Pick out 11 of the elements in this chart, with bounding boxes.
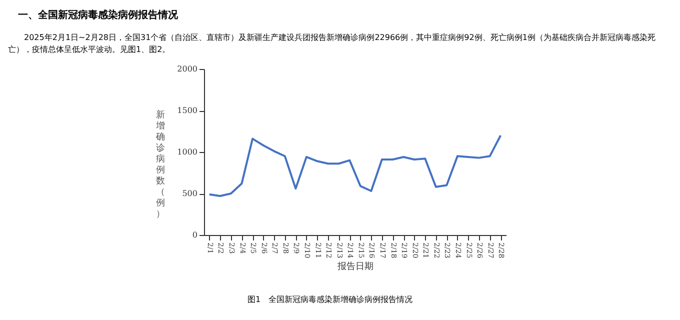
text: 一、全国新冠病毒感染病例报告情况 [18,8,179,22]
caption: 图1 全国新冠病毒感染新增确诊病例报告情况 [246,294,414,305]
line-series [208,134,502,197]
text: 新增确诊病例数（例） [156,110,165,220]
x-axis-title: 报告日期 [336,261,374,272]
y-tick-label: 500 [182,189,198,198]
y-tick-label: 0 [192,230,198,240]
y-tick-label: 1500 [177,106,198,115]
chart-subtitle: 2025年2月1日~2月28日，全国31个省（自治区、直辖市）及新疆生产建设兵团报告新增确诊病例22966例，其中重症病例92例、死亡病例1例（为基础疾病合并新冠病毒感染死亡），疫情总体呈低水平波动。见图1、图2。 [8,32,656,56]
y-tick-label: 2000 [177,64,198,74]
y-tick-label: 1000 [177,148,198,156]
